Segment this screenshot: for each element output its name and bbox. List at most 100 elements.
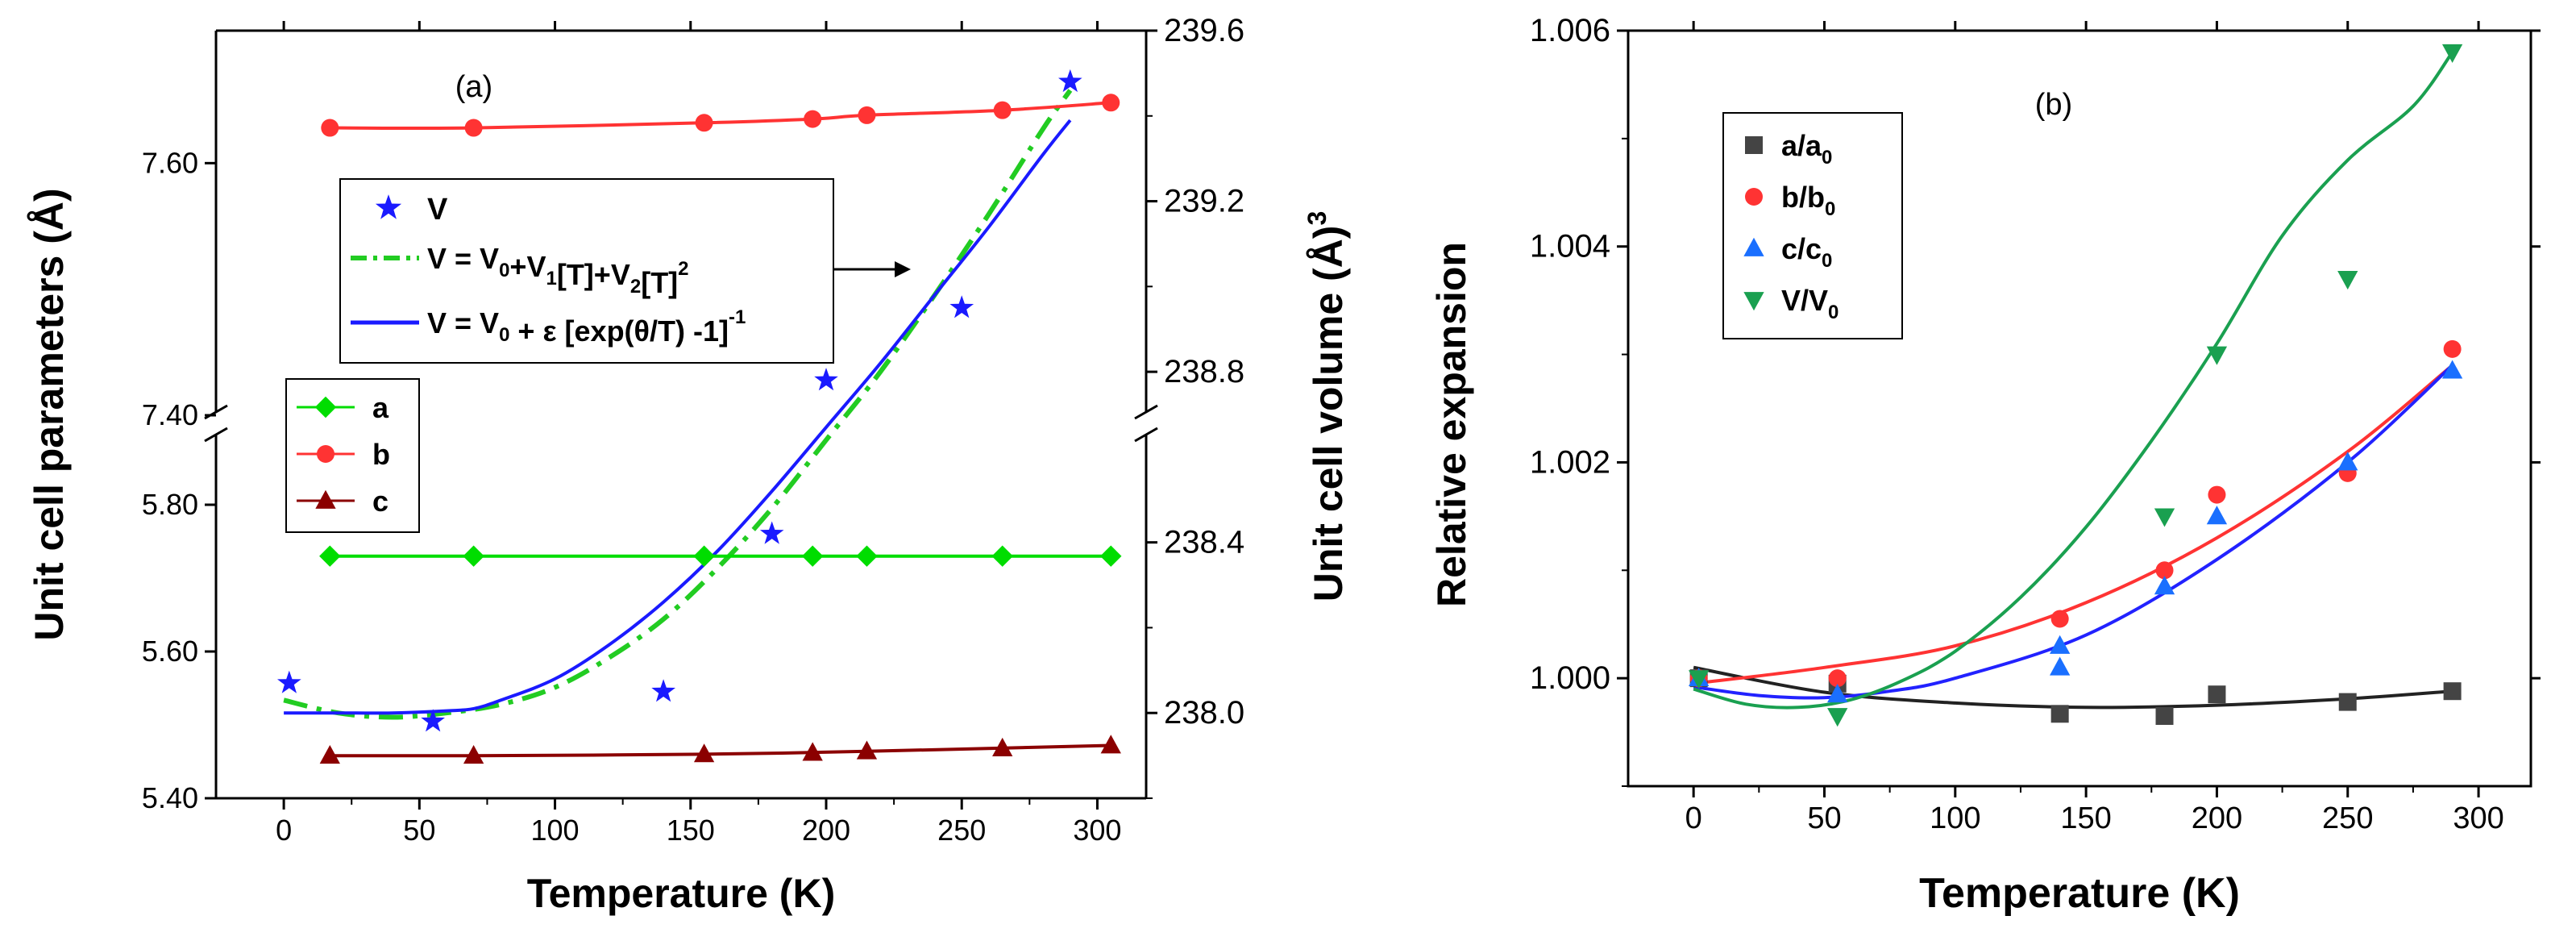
data-point-b [858,106,876,124]
x-tick-label: 200 [2192,801,2242,835]
y-tick-label: 5.80 [142,488,198,521]
data-point-V [277,670,301,693]
panel-label-a: (a) [455,70,492,104]
data-point-a [319,545,341,567]
legend-b-label-base: c/c [1781,232,1822,265]
y-tick-label: 1.002 [1530,444,1610,480]
right-tick-label: 238.0 [1164,695,1244,731]
legend-fit-label-part: V = V [427,242,499,275]
legend-b-label-base: V/V [1781,284,1828,317]
data-point-c/c0 [2154,576,2175,595]
y-tick-label: 1.004 [1530,229,1610,264]
legend-b-label-sub: 0 [1828,302,1839,323]
legend-b-label: V/V0 [1781,284,1839,323]
data-point-b/b0 [2443,339,2462,358]
data-point-V/V0 [2441,44,2463,63]
x-tick-label: 0 [1685,801,1702,835]
legend-params: abc [285,378,420,533]
x-tick-label: 150 [2060,801,2111,835]
y-tick-label: 5.40 [142,781,198,814]
data-point-c [802,742,823,761]
legend-b-marker [1745,136,1763,154]
plot-frame [1627,29,2532,788]
x-tick-label: 250 [937,814,986,847]
legend-fit-label-1: V = V0+V1[T]+V2[T]2 [427,242,689,299]
data-point-V [814,368,838,391]
right-axis-title: Unit cell volume (Å)3 [1303,211,1351,602]
legend-b-marker [1745,188,1763,206]
data-point-V [1058,69,1082,93]
data-point-V [759,521,784,544]
legend-b: a/a0b/b0c/c0V/V0 [1722,112,1903,339]
data-point-b [695,114,713,132]
data-point-a/a0 [2050,705,2069,723]
data-point-V [949,295,974,318]
legend-fit-label-part: 2 [630,276,641,298]
x-tick-label: 50 [403,814,435,847]
fit-line [284,119,1072,715]
data-point-a [801,545,824,567]
y-tick-label: 1.000 [1530,660,1610,696]
data-point-b [464,119,483,137]
y-tick-label: 5.60 [142,635,198,668]
x-axis-title: Temperature (K) [1919,870,2240,917]
data-point-a/a0 [2155,706,2174,725]
legend-b-label-sub: 0 [1822,147,1832,169]
data-point-c [463,745,484,764]
legend-b-label: b/b0 [1781,181,1835,220]
right-tick-label: 238.4 [1164,525,1244,560]
data-point-a [1100,545,1122,567]
legend-b-label-base: b/b [1781,181,1825,214]
panel-b: 0 50 100 150 200 250 300 1.000 1.002 1.004 1.006 Te… [1429,13,2541,917]
data-point-b/b0 [2208,485,2226,504]
legend-fit-label-part: -1 [729,306,746,328]
legend-fit-label-part: + ε [exp(θ/T) -1] [509,314,729,348]
x-tick-label: 50 [1807,801,1841,835]
right-axis-title-sup: 3 [1303,211,1332,226]
legend-fit-label-part: 2 [678,258,688,280]
legend-fit: VV = V0+V1[T]+V2[T]2V = V0 + ε [exp(θ/T)… [339,178,834,364]
data-point-V [651,679,675,702]
right-tick-label: 239.6 [1164,13,1244,48]
data-point-a [856,545,878,567]
data-point-a [693,545,715,567]
data-point-b/b0 [1828,669,1847,688]
legend-fit-label-part: V = V [427,306,499,339]
data-point-c/c0 [2337,452,2358,471]
legend-b-label-base: a/a [1781,129,1822,162]
data-point-V [421,709,445,732]
data-point-a/a0 [2208,685,2226,704]
x-tick-label: 100 [531,814,580,847]
legend-b-label: c/c0 [1781,232,1832,272]
legend-fit-label-part: [T]+V [557,258,630,291]
panel-a: 0 50 100 150 200 250 3005.405.605.807.407.6023… [27,13,1351,916]
x-tick-label: 150 [667,814,715,847]
data-point-a [463,545,484,567]
legend-fit-box [339,178,834,364]
data-point-a/a0 [2443,682,2462,701]
x-tick-label: 100 [1930,801,1980,835]
x-tick-label: 0 [276,814,292,847]
axis-break-mark [1134,404,1158,420]
data-point-V/V0 [2206,346,2228,365]
x-tick-label: 300 [1073,814,1121,847]
legend-fit-label-part: 1 [546,268,556,289]
data-point-c/c0 [1827,684,1848,703]
legend-arrow-head [895,261,911,277]
data-point-a/a0 [2338,693,2357,711]
y-tick-label: 7.60 [142,146,198,179]
data-point-c [856,740,878,760]
legend-params-marker [317,445,334,463]
data-point-b [993,101,1012,119]
y-tick-label: 7.40 [142,398,198,431]
legend-fit-label-part: 0 [499,324,509,346]
fit-line [330,101,1111,131]
data-point-c/c0 [2441,360,2463,379]
legend-fit-label-0: V [427,193,448,227]
data-point-b/b0 [2050,610,2069,628]
data-point-b [1102,94,1120,112]
data-point-c/c0 [2050,635,2071,654]
legend-b-label: a/a0 [1781,129,1832,169]
fit-line [1693,364,2453,685]
data-point-V/V0 [1827,708,1848,727]
